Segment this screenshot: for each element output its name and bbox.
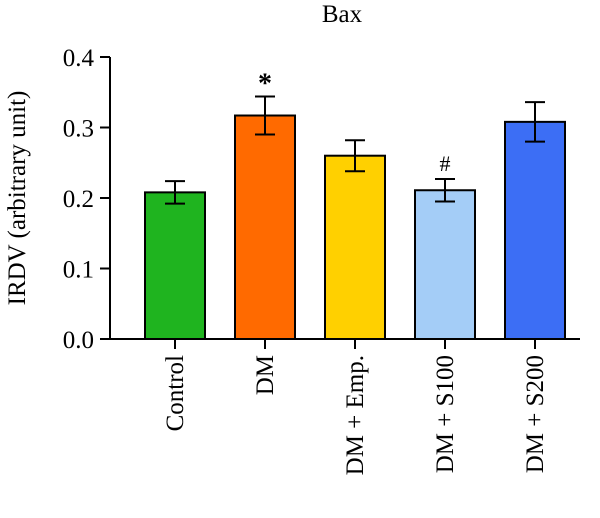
x-tick-label: DM + S100 — [432, 355, 459, 473]
x-axis: Control DM DM + Emp. DM + S100 DM + S200 — [109, 338, 580, 475]
y-axis: 0.0 0.1 0.2 0.3 0.4 — [63, 45, 111, 354]
significance-marker: * — [258, 68, 272, 99]
significance-marker: # — [440, 151, 451, 176]
y-axis-title: IRDV (arbitrary unit) — [4, 91, 31, 306]
y-tick-label: 0.1 — [63, 257, 94, 284]
x-tick-label: DM + Emp. — [342, 355, 369, 475]
bar — [324, 154, 386, 340]
y-tick-label: 0.2 — [63, 186, 94, 213]
bar — [504, 120, 566, 340]
chart-title: Bax — [322, 1, 363, 28]
x-tick-label: DM + S200 — [522, 355, 549, 473]
bar — [144, 191, 206, 340]
bar — [414, 189, 476, 340]
y-tick-label: 0.4 — [63, 45, 95, 72]
bars: *# — [144, 68, 566, 340]
x-tick-label: Control — [162, 355, 189, 431]
bar — [234, 114, 296, 340]
y-tick-label: 0.3 — [63, 116, 94, 143]
x-tick-label: DM — [252, 355, 279, 395]
y-tick-label: 0.0 — [63, 327, 94, 354]
